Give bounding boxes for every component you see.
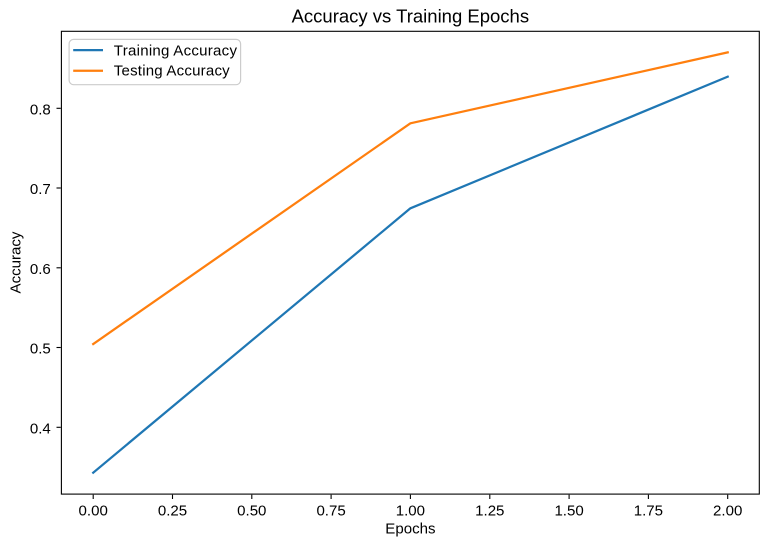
svg-text:1.75: 1.75	[634, 502, 663, 519]
svg-text:1.50: 1.50	[554, 502, 583, 519]
svg-text:1.25: 1.25	[475, 502, 504, 519]
svg-text:0.6: 0.6	[30, 261, 51, 278]
svg-text:0.75: 0.75	[316, 502, 345, 519]
svg-text:0.4: 0.4	[30, 421, 51, 438]
svg-text:Testing Accuracy: Testing Accuracy	[114, 63, 230, 80]
svg-text:Training Accuracy: Training Accuracy	[114, 43, 238, 60]
svg-text:0.8: 0.8	[30, 102, 51, 119]
svg-text:Accuracy vs Training Epochs: Accuracy vs Training Epochs	[292, 6, 530, 27]
svg-text:0.25: 0.25	[158, 502, 187, 519]
svg-text:2.00: 2.00	[713, 502, 742, 519]
svg-text:0.00: 0.00	[79, 502, 108, 519]
svg-text:Epochs: Epochs	[385, 521, 435, 538]
svg-text:0.7: 0.7	[30, 181, 51, 198]
svg-text:0.50: 0.50	[237, 502, 266, 519]
svg-text:Accuracy: Accuracy	[7, 231, 24, 293]
svg-text:1.00: 1.00	[396, 502, 425, 519]
svg-text:0.5: 0.5	[30, 341, 51, 358]
